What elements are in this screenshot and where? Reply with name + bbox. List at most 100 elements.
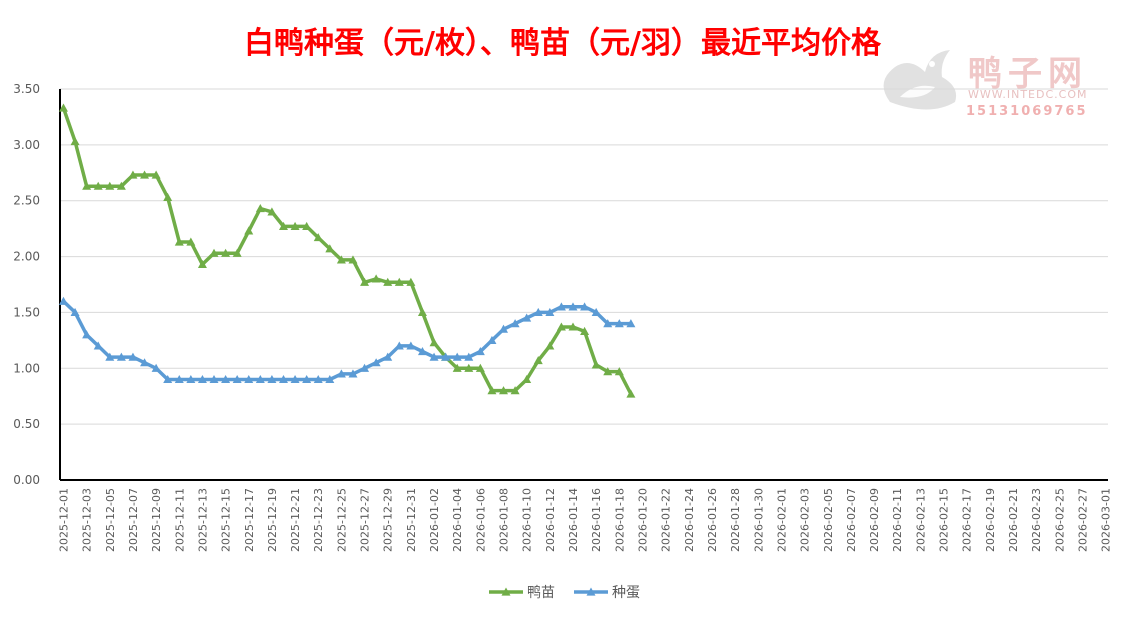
x-tick-label: 2026-01-26 [706, 488, 719, 552]
data-point [221, 374, 231, 384]
y-tick-label: 1.00 [13, 361, 40, 375]
data-point [82, 330, 92, 339]
watermark-phone: 15131069765 [966, 104, 1088, 119]
data-point [232, 248, 242, 257]
data-point [464, 352, 474, 361]
data-point [105, 352, 115, 361]
data-point [603, 367, 613, 376]
series-line [61, 107, 633, 395]
x-tick-label: 2025-12-13 [196, 488, 209, 552]
data-point [556, 302, 566, 311]
x-tick-label: 2026-02-01 [775, 488, 788, 552]
x-tick-label: 2026-02-03 [799, 488, 812, 552]
y-tick-label: 2.50 [13, 194, 40, 208]
data-point [290, 374, 300, 384]
x-axis-ticks: 2025-12-01 2025-12-03 2025-12-05 2025-12-07… [57, 488, 1112, 552]
data-point [406, 277, 416, 286]
x-tick-label: 2026-02-21 [1007, 488, 1020, 552]
data-point [371, 274, 381, 283]
data-point [429, 352, 439, 361]
x-tick-label: 2025-12-15 [220, 488, 233, 552]
data-point [267, 207, 277, 216]
x-tick-label: 2026-01-14 [567, 488, 580, 552]
x-tick-label: 2026-01-08 [498, 488, 511, 552]
data-point [580, 302, 590, 311]
x-tick-label: 2026-01-02 [428, 488, 441, 552]
data-point [441, 352, 451, 361]
data-point [383, 277, 393, 286]
x-tick-label: 2026-01-30 [752, 488, 765, 552]
y-tick-label: 3.00 [13, 138, 40, 152]
x-tick-label: 2026-02-09 [868, 488, 881, 552]
x-tick-label: 2025-12-09 [150, 488, 163, 552]
series-鸭苗 [58, 103, 636, 398]
data-point [533, 355, 543, 365]
x-tick-label: 2025-12-31 [405, 488, 418, 552]
data-point [174, 237, 184, 246]
data-point [197, 259, 207, 268]
data-point [429, 338, 439, 347]
x-tick-label: 2026-01-22 [660, 488, 673, 552]
x-tick-label: 2026-02-11 [891, 488, 904, 552]
watermark-name: 鸭子网 [968, 54, 1088, 94]
legend-marker-icon [501, 587, 511, 596]
x-tick-label: 2026-03-01 [1100, 488, 1113, 552]
data-point [128, 170, 138, 179]
data-point [58, 103, 68, 112]
series-line [62, 300, 631, 382]
data-point [545, 341, 555, 350]
y-tick-label: 0.00 [13, 473, 40, 487]
gridlines [60, 88, 1108, 425]
x-tick-label: 2025-12-03 [81, 488, 94, 552]
data-point [348, 369, 358, 378]
data-point [255, 374, 265, 384]
x-tick-label: 2026-02-19 [984, 488, 997, 552]
data-point [348, 255, 358, 264]
data-point [313, 233, 323, 242]
data-point [614, 367, 624, 376]
data-point [499, 324, 509, 333]
x-tick-label: 2026-01-28 [729, 488, 742, 552]
chart-title: 白鸭种蛋（元/枚）、鸭苗（元/羽）最近平均价格 [244, 26, 881, 61]
data-point [522, 313, 532, 322]
data-point [591, 360, 601, 369]
x-tick-label: 2025-12-05 [104, 488, 117, 552]
data-point [290, 221, 300, 231]
data-point [452, 352, 462, 361]
y-tick-label: 2.00 [13, 250, 40, 264]
data-point [163, 192, 173, 201]
data-point [186, 374, 196, 384]
data-point [522, 374, 532, 384]
data-point [406, 341, 416, 350]
data-point [383, 352, 393, 361]
data-point [568, 302, 578, 311]
data-point [221, 248, 231, 257]
x-tick-label: 2026-02-25 [1053, 488, 1066, 552]
data-point [580, 326, 590, 336]
data-point [58, 296, 68, 305]
x-tick-label: 2026-02-23 [1030, 488, 1043, 552]
data-point [128, 352, 138, 361]
x-tick-label: 2026-02-17 [961, 488, 974, 552]
x-tick-label: 2025-12-21 [289, 488, 302, 552]
data-point [626, 389, 636, 398]
data-point [510, 386, 520, 395]
data-point [417, 307, 427, 317]
x-tick-label: 2026-01-12 [544, 488, 557, 552]
data-point [487, 335, 497, 344]
data-point [70, 137, 80, 146]
y-tick-label: 3.50 [13, 82, 40, 96]
data-point [209, 374, 219, 384]
data-point [533, 307, 543, 317]
x-tick-label: 2026-01-18 [613, 488, 626, 552]
data-point [278, 221, 288, 231]
legend-item: 种蛋 [574, 585, 640, 601]
data-point [325, 374, 335, 384]
data-point [82, 181, 92, 190]
legend-item: 鸭苗 [489, 585, 555, 601]
legend-label: 鸭苗 [527, 585, 555, 601]
data-point [499, 386, 509, 395]
data-point [116, 352, 126, 361]
x-tick-label: 2025-12-17 [243, 488, 256, 552]
x-tick-label: 2025-12-01 [57, 488, 70, 552]
